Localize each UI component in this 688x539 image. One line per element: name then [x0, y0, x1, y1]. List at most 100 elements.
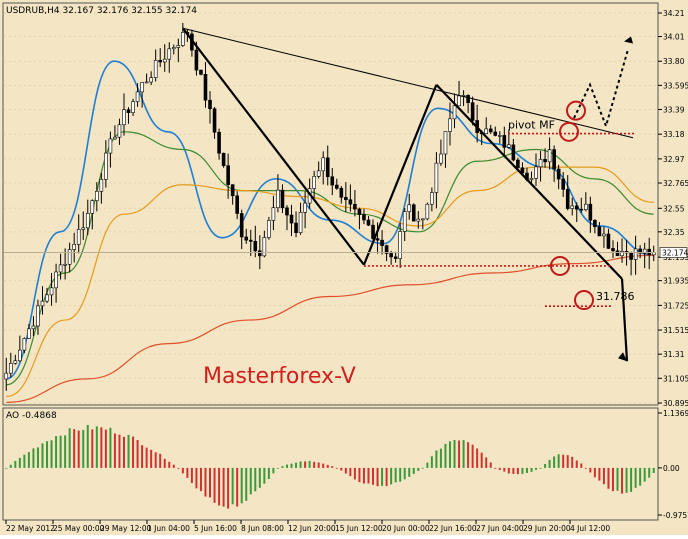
ao-bar	[562, 454, 565, 468]
candle-body	[203, 74, 208, 101]
ao-bar	[195, 467, 198, 489]
ao-bar	[163, 458, 166, 468]
candle-body	[484, 128, 489, 135]
candle-body	[239, 213, 244, 238]
candle-body	[520, 167, 525, 174]
ao-bar	[55, 436, 58, 468]
ao-bar	[512, 467, 515, 474]
candle-body	[334, 184, 339, 189]
candle-body	[36, 305, 40, 327]
ao-bar	[209, 467, 212, 498]
candle-body	[579, 208, 584, 211]
ao-bar	[525, 467, 528, 473]
ao-bar	[86, 424, 89, 468]
price-tick-label: 32.55	[663, 204, 685, 213]
ao-bar	[326, 464, 329, 468]
price-tick-label: 31.31	[663, 350, 685, 359]
ao-tick-label: 0.00	[663, 464, 680, 473]
candle-body	[294, 222, 298, 233]
ao-bar	[213, 467, 216, 503]
ao-bar	[539, 467, 542, 469]
ao-bar	[64, 435, 67, 468]
candle-body	[194, 49, 199, 71]
price-tick-label: 31.515	[663, 326, 688, 335]
candle-body	[556, 168, 561, 180]
candle-body	[303, 202, 307, 213]
ao-bar	[18, 457, 21, 468]
ao-bar	[172, 464, 175, 468]
candle-body	[389, 253, 393, 258]
candle-body	[85, 213, 90, 229]
candle-body	[18, 349, 22, 362]
ao-bar	[199, 467, 202, 492]
ao-bar	[471, 444, 474, 468]
projected-path	[573, 49, 629, 130]
candle-body	[330, 176, 335, 186]
candle-body	[289, 214, 294, 224]
ao-bar	[331, 466, 334, 468]
ao-bar	[580, 463, 583, 468]
ao-tick-label: 1.1369	[663, 409, 688, 418]
ao-bar	[5, 467, 8, 469]
candle-body	[362, 214, 366, 221]
ao-bar	[367, 467, 370, 484]
candle-body	[271, 207, 276, 221]
candle-body	[176, 45, 181, 48]
ao-bar	[258, 467, 261, 488]
ao-bar	[349, 467, 352, 477]
candle-body	[76, 229, 81, 245]
ao-bar	[118, 434, 121, 468]
candle-body	[507, 144, 511, 148]
ao-bar	[444, 443, 447, 468]
candle-body	[593, 219, 597, 228]
ao-bar	[353, 467, 356, 480]
candle-body	[457, 95, 461, 107]
candle-body	[13, 360, 18, 364]
candle-body	[407, 204, 412, 212]
candle-body	[81, 227, 86, 230]
ao-bar	[611, 467, 614, 492]
candle-body	[262, 237, 267, 257]
ao-bar	[516, 467, 519, 475]
ao-bar	[408, 467, 411, 477]
candle-body	[357, 208, 362, 215]
ao-bar	[448, 441, 451, 468]
ao-bar	[95, 426, 98, 468]
ao-bar	[340, 467, 343, 471]
ao-bar	[249, 467, 252, 495]
candle-body	[366, 219, 371, 226]
candle-body	[117, 124, 122, 138]
ao-bar	[485, 457, 488, 468]
candle-body	[267, 220, 271, 238]
ao-header: AO -0.4868	[6, 411, 57, 421]
candle-body	[466, 95, 470, 103]
candle-body	[502, 135, 507, 148]
date-tick-label: 22 Jun 16:00	[429, 524, 477, 533]
candle-body	[325, 157, 330, 178]
candle-body	[108, 138, 113, 154]
candle-body	[547, 149, 552, 163]
candle-body	[353, 203, 357, 210]
ao-bar	[317, 462, 320, 468]
candle-body	[276, 189, 280, 208]
candle-body	[402, 211, 407, 232]
ao-bar	[132, 436, 135, 468]
candle-body	[344, 197, 348, 201]
ao-bar	[145, 447, 148, 468]
moving-average-line	[6, 131, 654, 386]
candle-body	[543, 159, 547, 163]
candle-body	[448, 118, 452, 132]
candle-body	[72, 244, 76, 250]
date-tick-label: 1 Jun 04:00	[147, 524, 190, 533]
ao-bar	[186, 467, 189, 478]
ao-bar	[394, 467, 397, 483]
candle-body	[40, 300, 45, 307]
candle-body	[642, 248, 647, 254]
candle-body	[488, 128, 493, 133]
candle-body	[516, 159, 520, 169]
date-tick-label: 12 Jun 20:00	[288, 524, 336, 533]
ao-bar	[489, 462, 492, 468]
ao-bar	[403, 467, 406, 480]
ao-bar	[439, 448, 442, 468]
ao-bar	[295, 462, 298, 468]
